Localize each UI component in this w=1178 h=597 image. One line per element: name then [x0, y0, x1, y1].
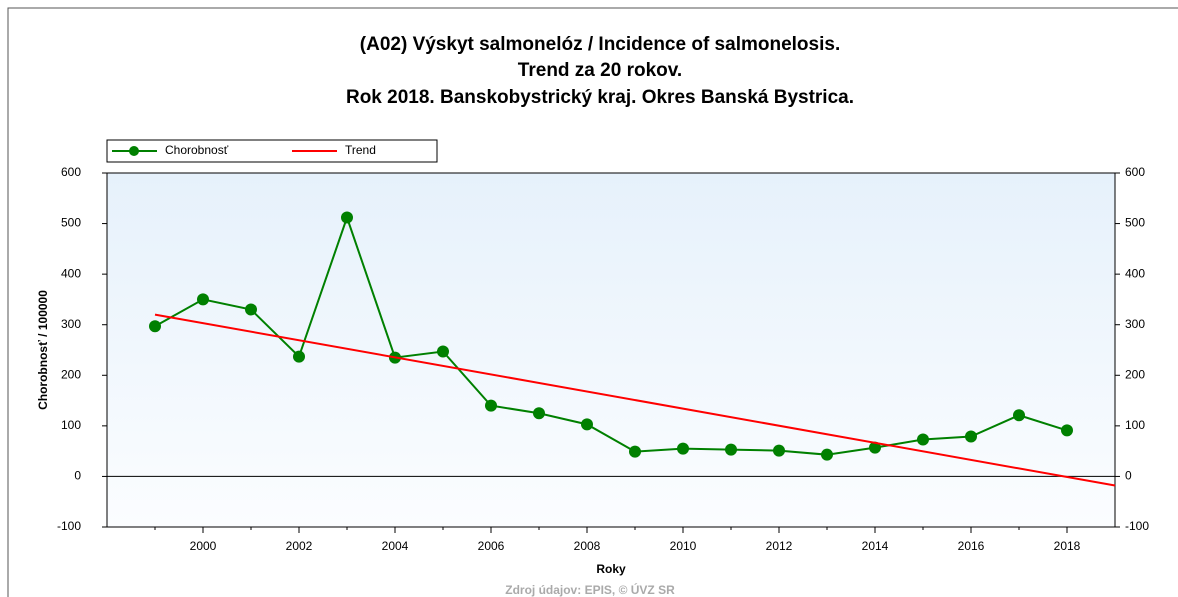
point: [1061, 424, 1073, 437]
y2-tick-label: 100: [1125, 418, 1145, 432]
point: [533, 407, 545, 420]
x-tick-label: 2018: [1054, 539, 1081, 553]
plot-area: [106, 172, 1116, 528]
point: [341, 211, 353, 224]
y-tick-label: 0: [74, 469, 81, 483]
y-tick-label: 500: [61, 216, 81, 230]
point: [917, 433, 929, 446]
point: [581, 418, 593, 431]
series-line: [154, 214, 1068, 456]
x-tick-label: 2010: [670, 539, 697, 553]
y-tick-label: -100: [57, 519, 81, 533]
y-tick-label: 400: [61, 266, 81, 280]
point: [629, 445, 641, 458]
point: [725, 443, 737, 456]
point: [197, 293, 209, 306]
y2-tick-label: 0: [1125, 469, 1132, 483]
y2-tick-label: 300: [1125, 317, 1145, 331]
y2-tick-label: -100: [1125, 519, 1149, 533]
y2-tick-label: 600: [1125, 165, 1145, 179]
point: [437, 345, 449, 358]
y2-tick-label: 400: [1125, 266, 1145, 280]
point: [773, 444, 785, 457]
legend-label: Trend: [345, 143, 376, 157]
x-tick-label: 2012: [766, 539, 793, 553]
y-tick-label: 600: [61, 165, 81, 179]
point: [1013, 409, 1025, 422]
source: Zdroj údajov: EPIS, © ÚVZ SR: [505, 582, 675, 597]
point: [677, 442, 689, 455]
x-tick-label: 2004: [382, 539, 409, 553]
x-tick-label: 2000: [190, 539, 217, 553]
y-tick-label: 100: [61, 418, 81, 432]
point: [293, 350, 305, 363]
x-tick-label: 2014: [862, 539, 889, 553]
point: [965, 430, 977, 443]
y-axis-label: Chorobnosť / 100000: [36, 290, 50, 410]
point: [821, 448, 833, 461]
x-tick-label: 2016: [958, 539, 985, 553]
point: [149, 320, 161, 333]
chart-title: (A02) Výskyt salmonelóz / Incidence of s…: [360, 34, 840, 55]
legend-marker: [129, 146, 139, 156]
chart-title: Trend za 20 rokov.: [518, 60, 682, 81]
legend-label: Chorobnosť: [165, 143, 229, 157]
point: [485, 399, 497, 412]
chart-title: Rok 2018. Banskobystrický kraj. Okres Ba…: [346, 87, 854, 108]
y2-tick-label: 200: [1125, 367, 1145, 381]
y2-tick-label: 500: [1125, 216, 1145, 230]
legend: [106, 139, 438, 163]
point: [245, 303, 257, 316]
y-tick-label: 200: [61, 367, 81, 381]
point: [869, 441, 881, 454]
x-axis-label: Roky: [596, 562, 626, 576]
x-tick-label: 2006: [478, 539, 505, 553]
y-tick-label: 300: [61, 317, 81, 331]
series-line: [154, 313, 1116, 487]
x-tick-label: 2002: [286, 539, 313, 553]
x-tick-label: 2008: [574, 539, 601, 553]
